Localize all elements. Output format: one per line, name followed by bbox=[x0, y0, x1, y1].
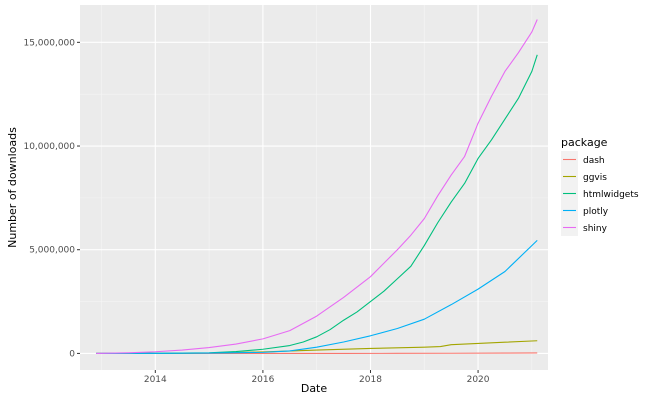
legend-label-shiny: shiny bbox=[583, 224, 608, 234]
y-tick-label: 15,000,000 bbox=[23, 38, 75, 48]
y-axis-title: Number of downloads bbox=[6, 127, 19, 248]
legend-title: package bbox=[561, 136, 608, 149]
x-tick-label: 2020 bbox=[467, 375, 490, 385]
legend: package dash ggvis htmlwidgets plotly shiny bbox=[561, 136, 639, 236]
x-tick-label: 2018 bbox=[359, 375, 382, 385]
legend-label-htmlwidgets: htmlwidgets bbox=[583, 190, 639, 200]
major-gridlines bbox=[80, 5, 548, 370]
series-line-shiny bbox=[96, 19, 538, 354]
series-line-plotly bbox=[96, 239, 538, 354]
y-tick-label: 10,000,000 bbox=[23, 142, 75, 152]
x-axis: 2014 2016 2018 2020 bbox=[144, 370, 490, 385]
y-tick-label: 0 bbox=[69, 349, 75, 359]
legend-label-dash: dash bbox=[583, 156, 605, 166]
x-axis-title: Date bbox=[301, 382, 328, 395]
y-tick-label: 5,000,000 bbox=[29, 246, 75, 256]
panel-background bbox=[80, 5, 548, 370]
legend-label-plotly: plotly bbox=[583, 207, 609, 217]
legend-label-ggvis: ggvis bbox=[583, 173, 607, 183]
series-lines bbox=[96, 19, 538, 354]
x-tick-label: 2014 bbox=[144, 375, 167, 385]
minor-gridlines bbox=[80, 5, 548, 370]
x-tick-label: 2016 bbox=[251, 375, 274, 385]
series-line-htmlwidgets bbox=[96, 54, 538, 354]
y-axis: 0 5,000,000 10,000,000 15,000,000 bbox=[23, 38, 80, 359]
